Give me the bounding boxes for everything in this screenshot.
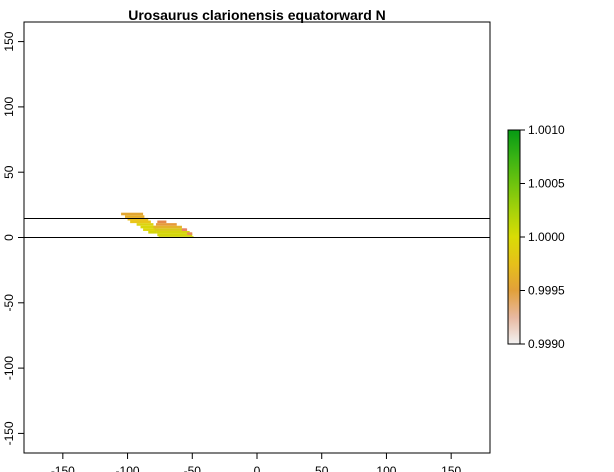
legend-tick-label: 1.0010 (528, 123, 565, 137)
legend-colorbar (507, 129, 521, 345)
y-tick-label: -100 (2, 356, 16, 380)
range-cell-0 (121, 212, 144, 216)
x-tick-label: 50 (315, 464, 329, 472)
range-cell-5 (140, 225, 157, 229)
range-cell-12 (156, 230, 190, 234)
y-tick-label: 50 (2, 165, 16, 179)
legend-tick-label: 0.9995 (528, 284, 565, 298)
x-axis: -150 -100 -50 0 50 100 150 (51, 453, 461, 472)
range-cell-6 (143, 228, 159, 231)
range-cell-14 (158, 236, 194, 238)
y-tick-label: 100 (2, 97, 16, 117)
y-tick-label: 0 (2, 234, 16, 241)
legend-tick-label: 1.0000 (528, 230, 565, 244)
x-tick-label: -150 (51, 464, 75, 472)
y-axis: -150 -100 -50 0 50 100 150 (2, 31, 24, 445)
x-tick-label: 100 (376, 464, 396, 472)
x-tick-label: -50 (184, 464, 202, 472)
range-cell-2 (127, 217, 149, 221)
species-range-raster (121, 212, 194, 238)
range-cell-3 (130, 220, 151, 224)
range-cell-16 (187, 232, 193, 235)
range-cell-10 (153, 225, 182, 229)
reference-lines (24, 218, 490, 238)
legend-ticks: 0.9990 0.9995 1.0000 1.0005 1.0010 (520, 123, 565, 351)
range-cell-13 (157, 233, 193, 237)
legend-tick-label: 0.9990 (528, 337, 565, 351)
range-cell-9 (156, 223, 177, 226)
range-cell-15 (181, 228, 188, 231)
x-tick-label: -100 (116, 464, 140, 472)
range-cell-8 (157, 220, 167, 224)
y-tick-label: -150 (2, 421, 16, 445)
range-cell-4 (136, 223, 154, 226)
y-tick-label: -50 (2, 294, 16, 312)
legend-tick-label: 1.0005 (528, 177, 565, 191)
plot-title: Urosaurus clarionensis equatorward N (128, 7, 386, 23)
range-cell-1 (124, 215, 145, 218)
y-tick-label: 150 (2, 31, 16, 51)
range-cell-11 (154, 228, 186, 231)
color-legend: 0.9990 0.9995 1.0000 1.0005 1.0010 (507, 123, 565, 351)
x-tick-label: 150 (441, 464, 461, 472)
x-tick-label: 0 (254, 464, 261, 472)
range-cell-7 (148, 230, 157, 234)
